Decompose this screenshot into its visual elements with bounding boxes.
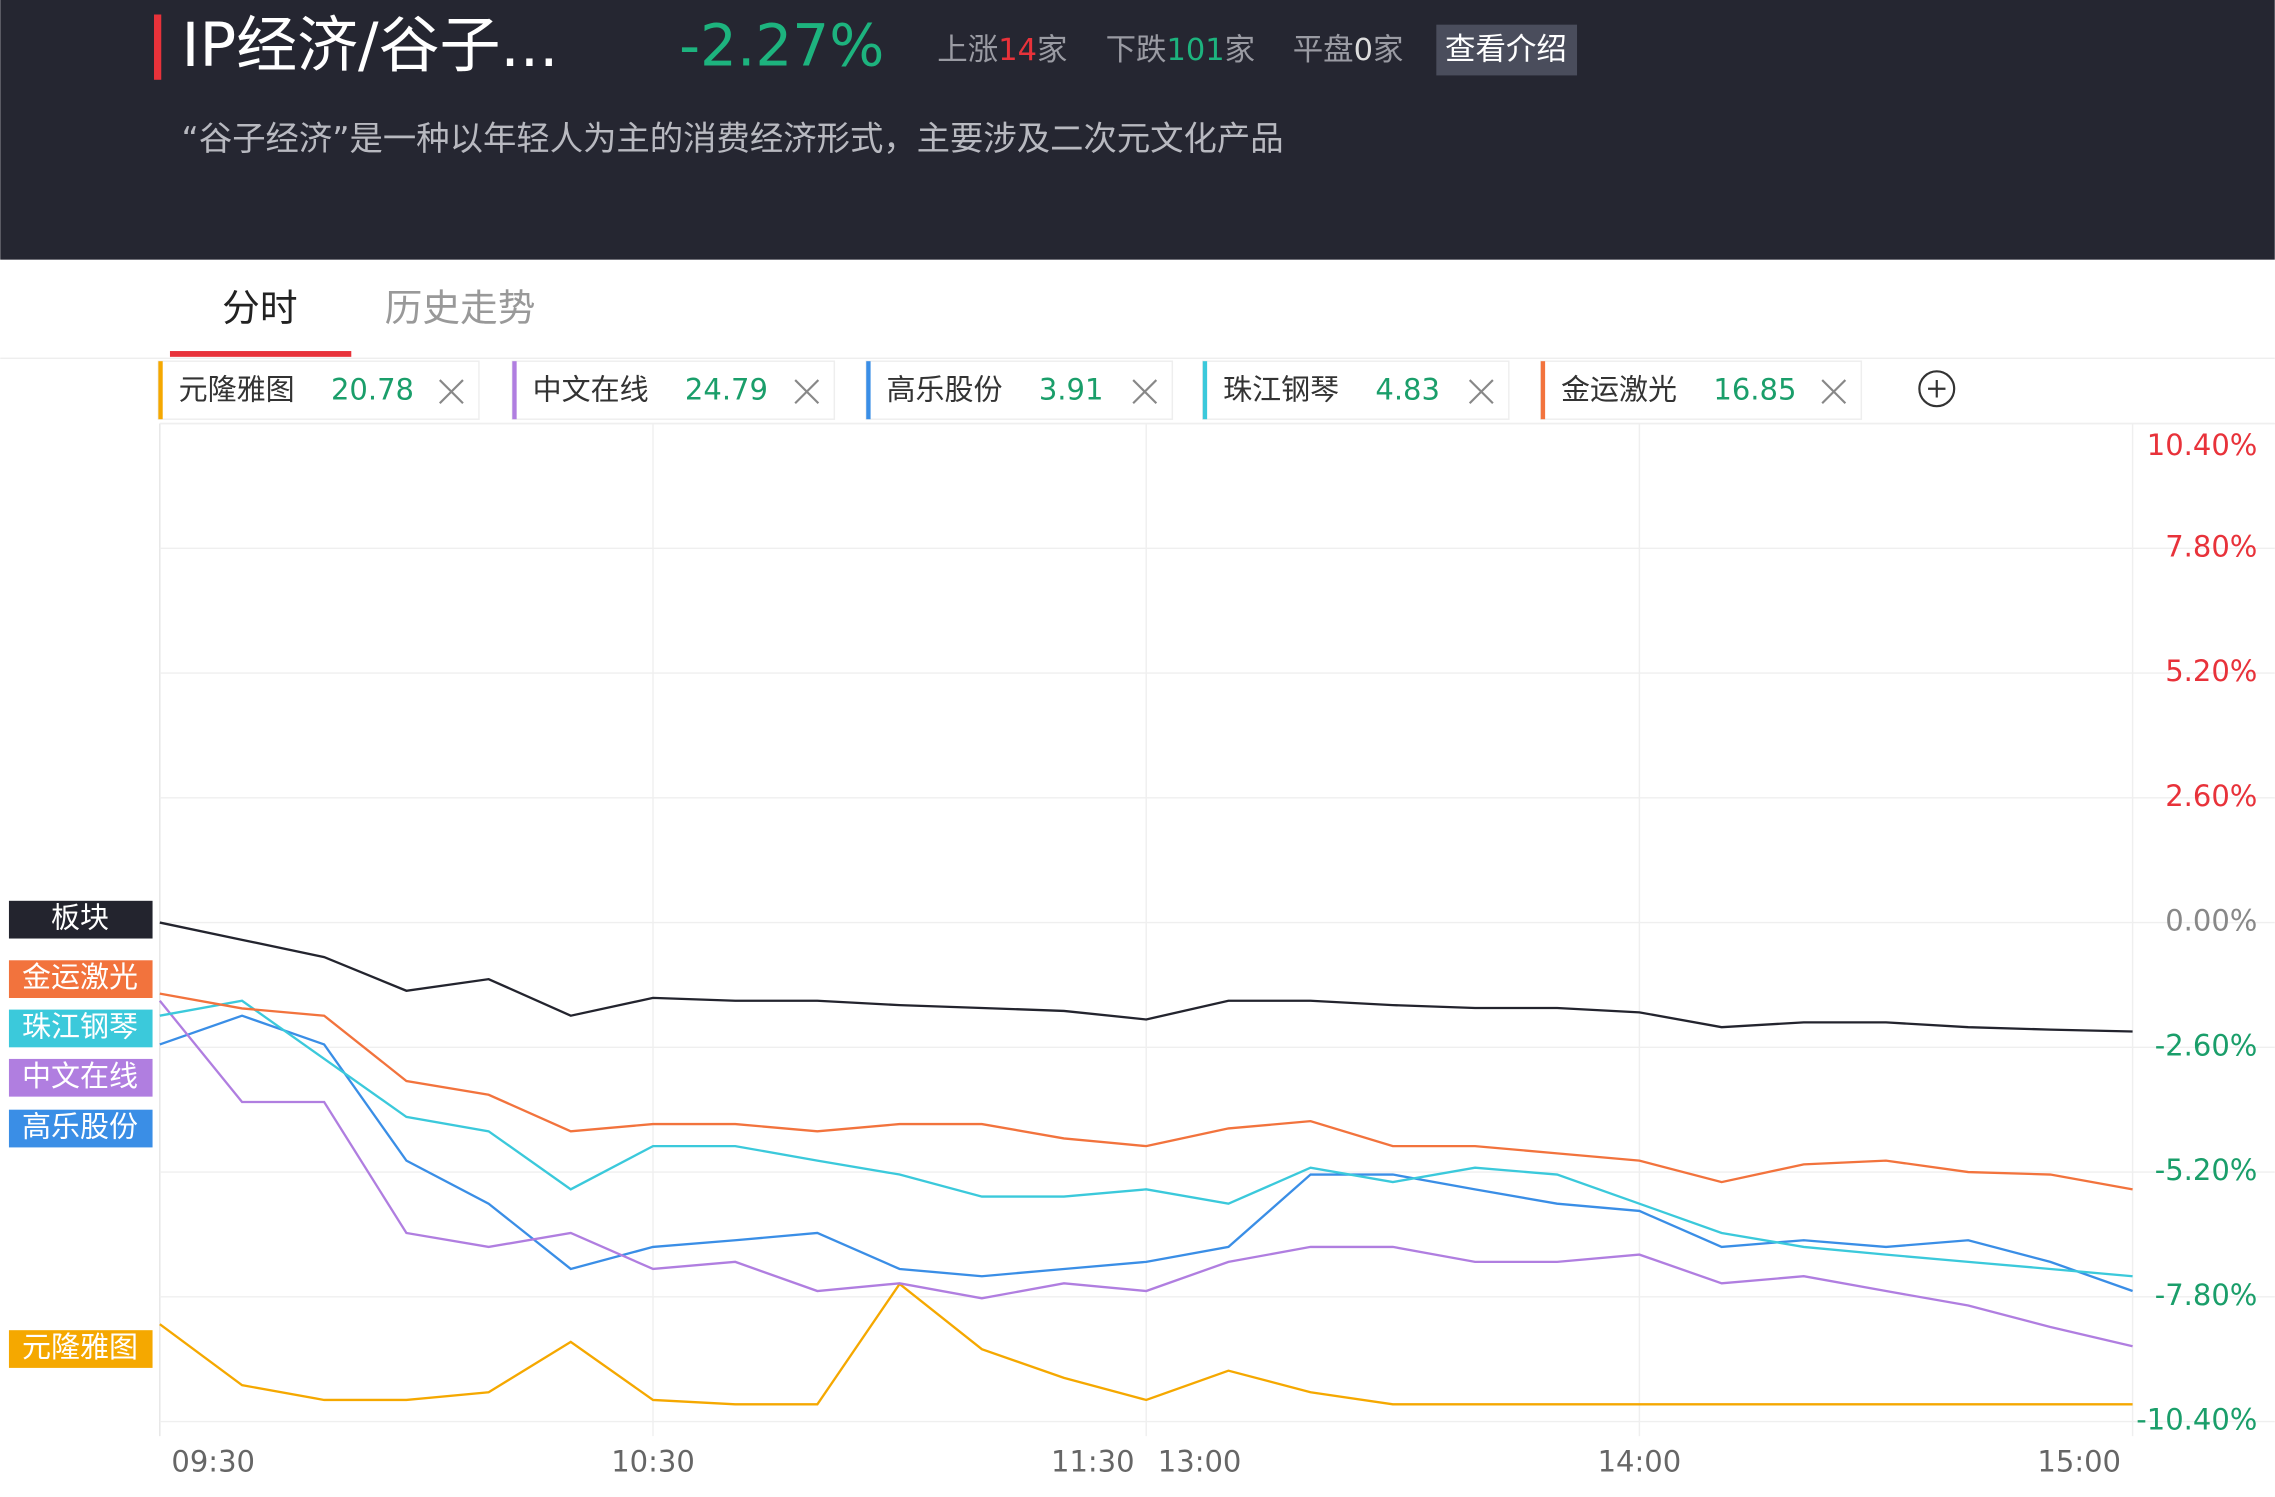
chart: 10.40% 7.80% 5.20% 2.60% 0.00% -2.60% -5.20% -7… [8,422,2275,1479]
header-title: IP经济/谷子... [182,10,559,81]
intro-button-bg[interactable] [1436,24,1578,76]
stat-label: 上涨 [937,32,998,67]
chip-marker [1540,361,1546,420]
x-tick-label: 10:30 [611,1445,695,1479]
y-tick-label: 7.80% [2165,529,2257,563]
chip-close[interactable] [1468,379,1494,405]
chip-name: 元隆雅图 [179,373,295,407]
y-tick-label: 10.40% [2147,428,2258,462]
legend-tag: 中文在线 [22,1059,138,1093]
chip-bg [1202,360,1510,420]
y-tick-label: -7.80% [2155,1278,2258,1312]
chip-price: 20.78 [331,373,414,407]
tab-underline [169,351,352,357]
x-tick-label: 14:00 [1598,1445,1682,1479]
stat-count: 0 [1354,32,1373,67]
watchlist: 元隆雅图 20.78 中文在线 24.79 高乐股份 3.91 珠江钢琴 4.83 金运激光 16… [157,360,1863,420]
header-bg [0,0,2275,260]
stat-unit: 家 [1225,32,1255,67]
chip-price: 4.83 [1375,373,1440,407]
chip-bg [1540,360,1863,420]
chip-close[interactable] [794,379,820,405]
chip-price: 16.85 [1713,373,1796,407]
stat: 下跌101家 [1106,32,1256,67]
x-tick-label: 13:00 [1158,1445,1242,1479]
stat-count: 14 [998,32,1037,67]
header-description: “谷子经济”是一种以年轻人为主的消费经济形式，主要涉及二次元文化产品 [182,119,1284,158]
x-tick-label: 11:30 [1051,1445,1135,1479]
legend-tag-bg [8,1330,153,1368]
legend-tag-bg [8,1109,153,1148]
chip-bg [511,360,836,420]
y-tick-label: 5.20% [2165,654,2257,688]
y-tick-label: 0.00% [2165,904,2257,938]
stat-label: 平盘 [1293,32,1354,67]
chip-name: 金运激光 [1561,373,1677,407]
stat-label: 下跌 [1106,32,1167,67]
chip-close[interactable] [439,379,464,405]
legend-tag: 金运激光 [22,960,138,994]
legend-tag-bg [8,1009,153,1048]
title-marker [154,14,162,80]
x-tick-label: 09:30 [171,1445,255,1479]
chip-close[interactable] [1821,379,1847,405]
chip-marker [866,361,871,420]
tab[interactable]: 分时 [222,286,297,330]
add-icon [1928,380,1946,398]
series-line [159,921,2133,1033]
y-tick-label: 2.60% [2165,779,2257,813]
stat-unit: 家 [1037,32,1067,67]
legend-tag: 珠江钢琴 [22,1009,138,1043]
stat-unit: 家 [1373,32,1403,67]
y-tick-label: -10.40% [2136,1403,2257,1437]
legend-tag: 板块 [51,901,109,935]
legend-tag: 高乐股份 [22,1110,138,1144]
header-stats: 上涨14家 下跌101家 平盘0家 [937,32,1403,67]
chip-name: 珠江钢琴 [1223,373,1339,407]
stat-count: 101 [1167,32,1225,67]
legend-tag-bg [8,1058,153,1097]
stat: 上涨14家 [937,32,1067,67]
chip-price: 24.79 [685,373,768,407]
stat: 平盘0家 [1293,32,1404,67]
series-line [159,1282,2133,1406]
y-tick-label: -2.60% [2155,1028,2258,1062]
series-line [158,1000,2133,1348]
chip-marker [158,361,163,420]
legend-tag-bg [8,960,153,998]
series-line [159,992,2133,1191]
y-tick-label: -5.20% [2155,1153,2258,1187]
series-line [159,999,2133,1278]
chip-price: 3.91 [1039,373,1104,407]
header-change: -2.27% [679,11,884,79]
tab[interactable]: 历史走势 [385,286,536,330]
chip-name: 中文在线 [533,373,649,407]
intro-button[interactable]: 查看介绍 [1445,32,1567,67]
legend-tag: 元隆雅图 [22,1330,138,1364]
x-tick-label: 15:00 [2037,1445,2121,1479]
legend-tag-bg [8,900,153,939]
add-button[interactable] [1918,370,1956,408]
chip-marker [1202,361,1208,420]
chip-close[interactable] [1132,379,1158,405]
chip-marker [512,361,517,420]
series-line [159,1014,2133,1293]
chip-name: 高乐股份 [887,373,1003,407]
